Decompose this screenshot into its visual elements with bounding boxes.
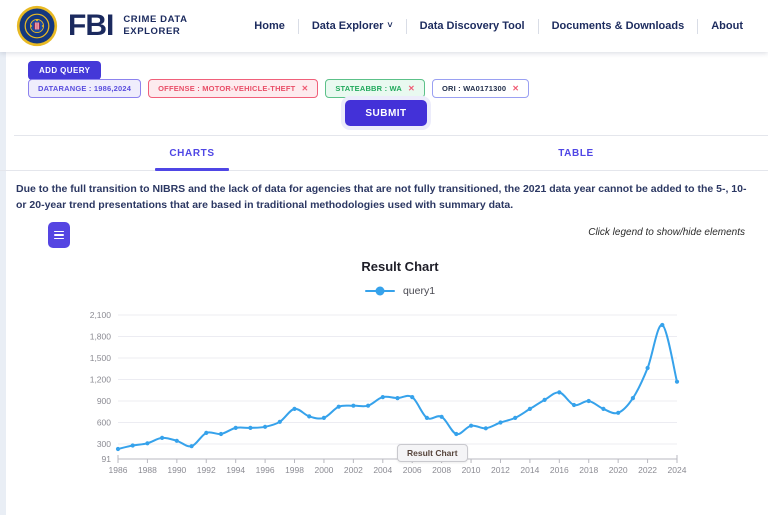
- page-edge-strip: [0, 52, 6, 515]
- app-title: CRIME DATA EXPLORER: [123, 14, 188, 37]
- legend-hint-text: Click legend to show/hide elements: [588, 227, 745, 238]
- nav-divider: [297, 18, 299, 34]
- y-axis-tick-label: 300: [97, 439, 111, 449]
- legend-line-marker-icon: [364, 289, 395, 293]
- nav-divider: [537, 18, 539, 34]
- remove-filter-icon[interactable]: ✕: [408, 83, 415, 93]
- x-axis-tick-label: 1996: [256, 465, 275, 475]
- y-axis-tick-label: 2,100: [90, 310, 112, 320]
- main-nav: Home Data Explorer ˅ Data Discovery Tool Doc…: [241, 0, 768, 52]
- y-axis-tick-label: 91: [102, 454, 112, 464]
- y-axis-tick-label: 1,500: [90, 353, 112, 363]
- filter-tag-stateabbr: STATEABBR : WA ✕: [325, 79, 425, 98]
- x-axis-tick-label: 2012: [491, 465, 510, 475]
- result-chart-section: Result Chart query1 91 300 600 900 1,200 1,50…: [70, 255, 730, 475]
- x-axis-tick-label: 1992: [197, 465, 216, 475]
- tab-table[interactable]: TABLE: [558, 147, 594, 159]
- remove-filter-icon[interactable]: ✕: [301, 83, 309, 93]
- x-axis-tick-label: 2020: [609, 465, 628, 475]
- x-axis-tick-label: 2000: [314, 465, 333, 475]
- x-axis-tick-label: 2002: [344, 465, 363, 475]
- chart-table-tabs: CHARTS TABLE: [0, 136, 768, 171]
- x-axis-tick-label: 2010: [462, 465, 481, 475]
- add-query-button[interactable]: ADD QUERY: [28, 61, 102, 80]
- active-tab-underline: [155, 168, 229, 171]
- y-axis-tick-label: 900: [97, 396, 111, 406]
- x-axis-tick-label: 2022: [638, 465, 657, 475]
- x-axis-tick-label: 1986: [109, 465, 128, 475]
- filter-tag-datarange: DATARANGE : 1986,2024: [28, 79, 142, 98]
- tab-charts[interactable]: CHARTS: [0, 136, 384, 171]
- x-axis-tick-label: 2016: [550, 465, 569, 475]
- nav-item-data-explorer[interactable]: Data Explorer ˅: [311, 20, 393, 32]
- submit-button[interactable]: SUBMIT: [345, 100, 427, 126]
- divider: [14, 135, 768, 136]
- chart-title: Result Chart: [361, 259, 439, 274]
- nav-item-about[interactable]: About: [711, 20, 743, 32]
- y-axis-tick-label: 1,800: [90, 332, 112, 342]
- x-axis: 1986 1988 1990 1992 1994 1996 1998 2000 2002 2004…: [109, 455, 687, 475]
- y-axis-tick-label: 600: [97, 418, 111, 428]
- nibrs-notice: Due to the full transition to NIBRS and …: [16, 183, 747, 212]
- nav-item-data-discovery-tool[interactable]: Data Discovery Tool: [419, 20, 525, 32]
- legend-item-query1[interactable]: query1: [364, 285, 435, 297]
- x-axis-tick-label: 1988: [138, 465, 157, 475]
- x-axis-tick-label: 1990: [167, 465, 186, 475]
- chevron-down-icon: ˅: [387, 20, 393, 30]
- fbi-wordmark: FBI: [68, 9, 114, 42]
- nav-divider: [697, 18, 699, 34]
- chart-menu-button[interactable]: [48, 222, 70, 248]
- chart-tooltip: Result Chart: [397, 444, 468, 462]
- nav-divider: [405, 18, 407, 34]
- series-line-query1: [117, 323, 678, 450]
- x-axis-tick-label: 2014: [520, 465, 539, 475]
- header: FBI CRIME DATA EXPLORER Home Data Explore…: [0, 0, 768, 52]
- nav-item-home[interactable]: Home: [254, 20, 285, 32]
- x-axis-tick-label: 1994: [226, 465, 245, 475]
- x-axis-tick-label: 2006: [403, 465, 422, 475]
- series-points-query1: [115, 322, 680, 452]
- fbi-seal-icon: [16, 5, 58, 47]
- x-axis-tick-label: 2018: [579, 465, 598, 475]
- chart-legend: query1: [70, 285, 730, 297]
- remove-filter-icon[interactable]: ✕: [512, 83, 520, 93]
- nav-item-documents-downloads[interactable]: Documents & Downloads: [551, 20, 685, 32]
- x-axis-tick-label: 1998: [285, 465, 304, 475]
- filter-tag-ori: ORI : WA0171300 ✕: [431, 79, 530, 98]
- x-axis-tick-label: 2024: [668, 465, 687, 475]
- query-filter-row: DATARANGE : 1986,2024 OFFENSE : MOTOR-VEH…: [28, 79, 530, 98]
- filter-tag-offense: OFFENSE : MOTOR-VEHICLE-THEFT ✕: [148, 79, 319, 98]
- x-axis-tick-label: 2004: [373, 465, 392, 475]
- y-axis-tick-label: 1,200: [90, 375, 112, 385]
- x-axis-tick-label: 2008: [432, 465, 451, 475]
- fbi-logo[interactable]: FBI CRIME DATA EXPLORER: [0, 5, 188, 47]
